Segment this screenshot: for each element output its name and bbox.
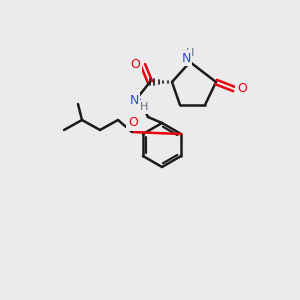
Text: N: N <box>181 52 191 64</box>
Text: H: H <box>186 48 194 58</box>
Text: N: N <box>129 94 139 107</box>
Text: O: O <box>128 116 138 130</box>
Text: O: O <box>130 58 140 71</box>
Text: O: O <box>237 82 247 95</box>
Text: H: H <box>140 102 148 112</box>
